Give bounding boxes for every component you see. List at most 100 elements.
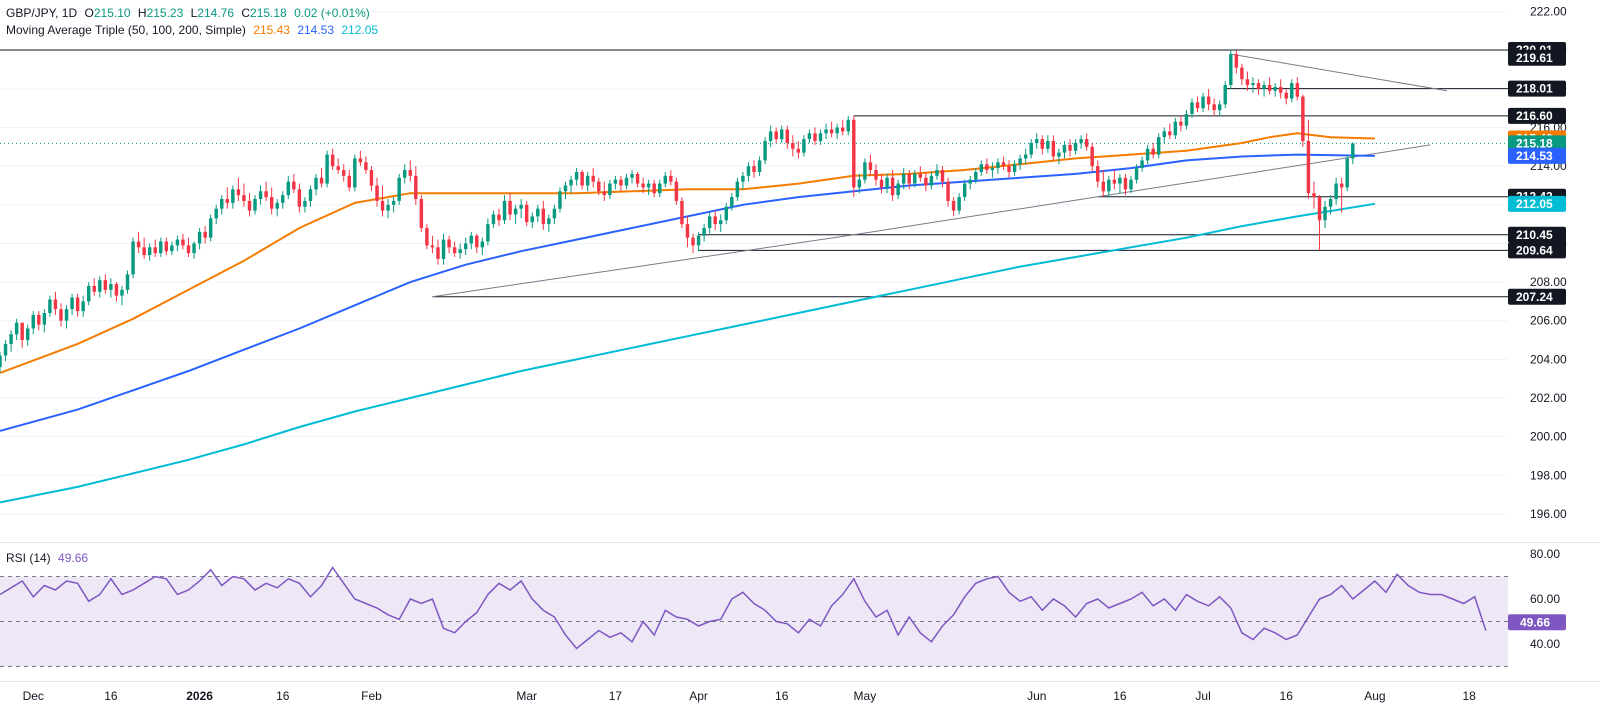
candle-body <box>153 247 157 254</box>
rsi-axis[interactable]: 40.00 60.00 80.00 49.66 <box>1508 547 1566 651</box>
candle-body <box>835 127 839 134</box>
time-tick-label: Apr <box>689 689 708 703</box>
candle-body <box>1201 96 1205 109</box>
candle-body <box>813 133 817 142</box>
price-tick-label: 204.00 <box>1530 352 1567 366</box>
candle-body <box>491 214 496 225</box>
candle-body <box>1001 162 1006 167</box>
candle-body <box>918 173 923 178</box>
candle-body <box>347 175 351 188</box>
candle-body <box>791 142 795 149</box>
low-label: L <box>190 6 198 20</box>
candle-body <box>613 179 618 184</box>
ma-line <box>0 202 1376 504</box>
candle-body <box>735 181 740 198</box>
price-label: 207.24 <box>1516 290 1553 304</box>
candle-body <box>414 175 418 200</box>
candle-body <box>319 177 324 184</box>
candle-body <box>968 179 972 184</box>
candle-body <box>1057 152 1061 157</box>
price-label-box <box>1508 226 1566 243</box>
candle-body <box>680 200 684 225</box>
time-axis[interactable]: Dec 16 2026 16 Feb Mar 17 Apr 16 May Jun 16 Jul 16 Aug… <box>23 689 1477 703</box>
candle-body <box>990 168 995 171</box>
ma-line <box>0 153 1375 432</box>
candle-body <box>951 200 956 211</box>
candle-body <box>314 177 318 190</box>
price-axis[interactable]: 196.00 198.00 200.00 202.00 204.00 206.00 208.… <box>1508 5 1567 521</box>
candle-body <box>1123 177 1128 190</box>
candle-body <box>1101 181 1105 192</box>
candle-body <box>109 284 113 290</box>
price-label: 209.64 <box>1516 243 1553 257</box>
candle-body <box>469 235 473 244</box>
price-label-box <box>1508 80 1566 97</box>
candle-body <box>1312 193 1316 198</box>
price-label-box <box>1508 107 1566 124</box>
rsi-label[interactable]: RSI (14) <box>6 551 51 565</box>
candle-body <box>1118 177 1122 184</box>
candle-body <box>807 133 812 140</box>
candle-body <box>303 200 307 207</box>
ma-label[interactable]: Moving Average Triple (50, 100, 200, Sim… <box>6 23 246 37</box>
candle-body <box>1018 158 1022 165</box>
candle-body <box>175 239 180 246</box>
candle-body <box>619 179 623 186</box>
candle-body <box>896 183 900 196</box>
candle-body <box>874 170 878 180</box>
candle-body <box>1245 79 1250 86</box>
price-tick-label: 206.00 <box>1530 314 1567 328</box>
candle-body <box>26 328 30 341</box>
candle-body <box>81 301 85 312</box>
candle-body <box>597 181 601 192</box>
price-label-box <box>1508 49 1566 66</box>
candle-body <box>192 243 196 254</box>
candle-body <box>780 129 784 140</box>
high-value: 215.23 <box>146 6 184 20</box>
time-tick-label: 17 <box>609 689 623 703</box>
time-tick-label: Feb <box>361 689 382 703</box>
candle-body <box>20 322 24 341</box>
price-tick-label: 208.00 <box>1530 275 1567 289</box>
candle-body <box>136 241 141 248</box>
candle-body <box>308 189 313 201</box>
candle-body <box>186 245 191 254</box>
candle-body <box>37 314 41 325</box>
candle-body <box>480 241 485 248</box>
candle-body <box>641 183 645 188</box>
candle-body <box>547 218 551 225</box>
rsi-plot <box>0 566 1487 650</box>
candle-body <box>602 191 607 196</box>
candle-body <box>569 179 573 186</box>
candle-body <box>1306 141 1311 194</box>
symbol-legend[interactable]: GBP/JPY, 1D O215.10 H215.23 L214.76 C215… <box>6 6 378 21</box>
rsi-legend[interactable]: RSI (14) 49.66 <box>6 551 92 566</box>
low-value: 214.76 <box>197 6 234 20</box>
candle-body <box>358 158 363 163</box>
candle-body <box>508 200 512 215</box>
candle-body <box>774 131 778 140</box>
candle-body <box>425 227 429 246</box>
candle-body <box>1206 96 1211 105</box>
candle-body <box>375 185 379 201</box>
candle-body <box>885 177 889 188</box>
candle-body <box>170 245 174 252</box>
candle-body <box>1062 144 1067 153</box>
ma200-value: 212.05 <box>341 23 379 37</box>
candle-body <box>802 139 806 153</box>
trend-lines <box>432 53 1448 298</box>
candle-body <box>1079 139 1083 143</box>
candle-body <box>1345 158 1349 188</box>
symbol-label[interactable]: GBP/JPY, 1D <box>6 6 78 20</box>
candle-body <box>524 204 529 223</box>
candle-body <box>852 119 856 188</box>
candle-body <box>1339 183 1344 188</box>
candle-body <box>1301 96 1305 142</box>
candle-body <box>92 285 96 292</box>
candle-body <box>486 224 490 242</box>
candle-body <box>652 183 656 194</box>
candle-body <box>220 199 224 209</box>
price-label: 216.60 <box>1516 109 1553 123</box>
ma-legend[interactable]: Moving Average Triple (50, 100, 200, Sim… <box>6 23 382 38</box>
